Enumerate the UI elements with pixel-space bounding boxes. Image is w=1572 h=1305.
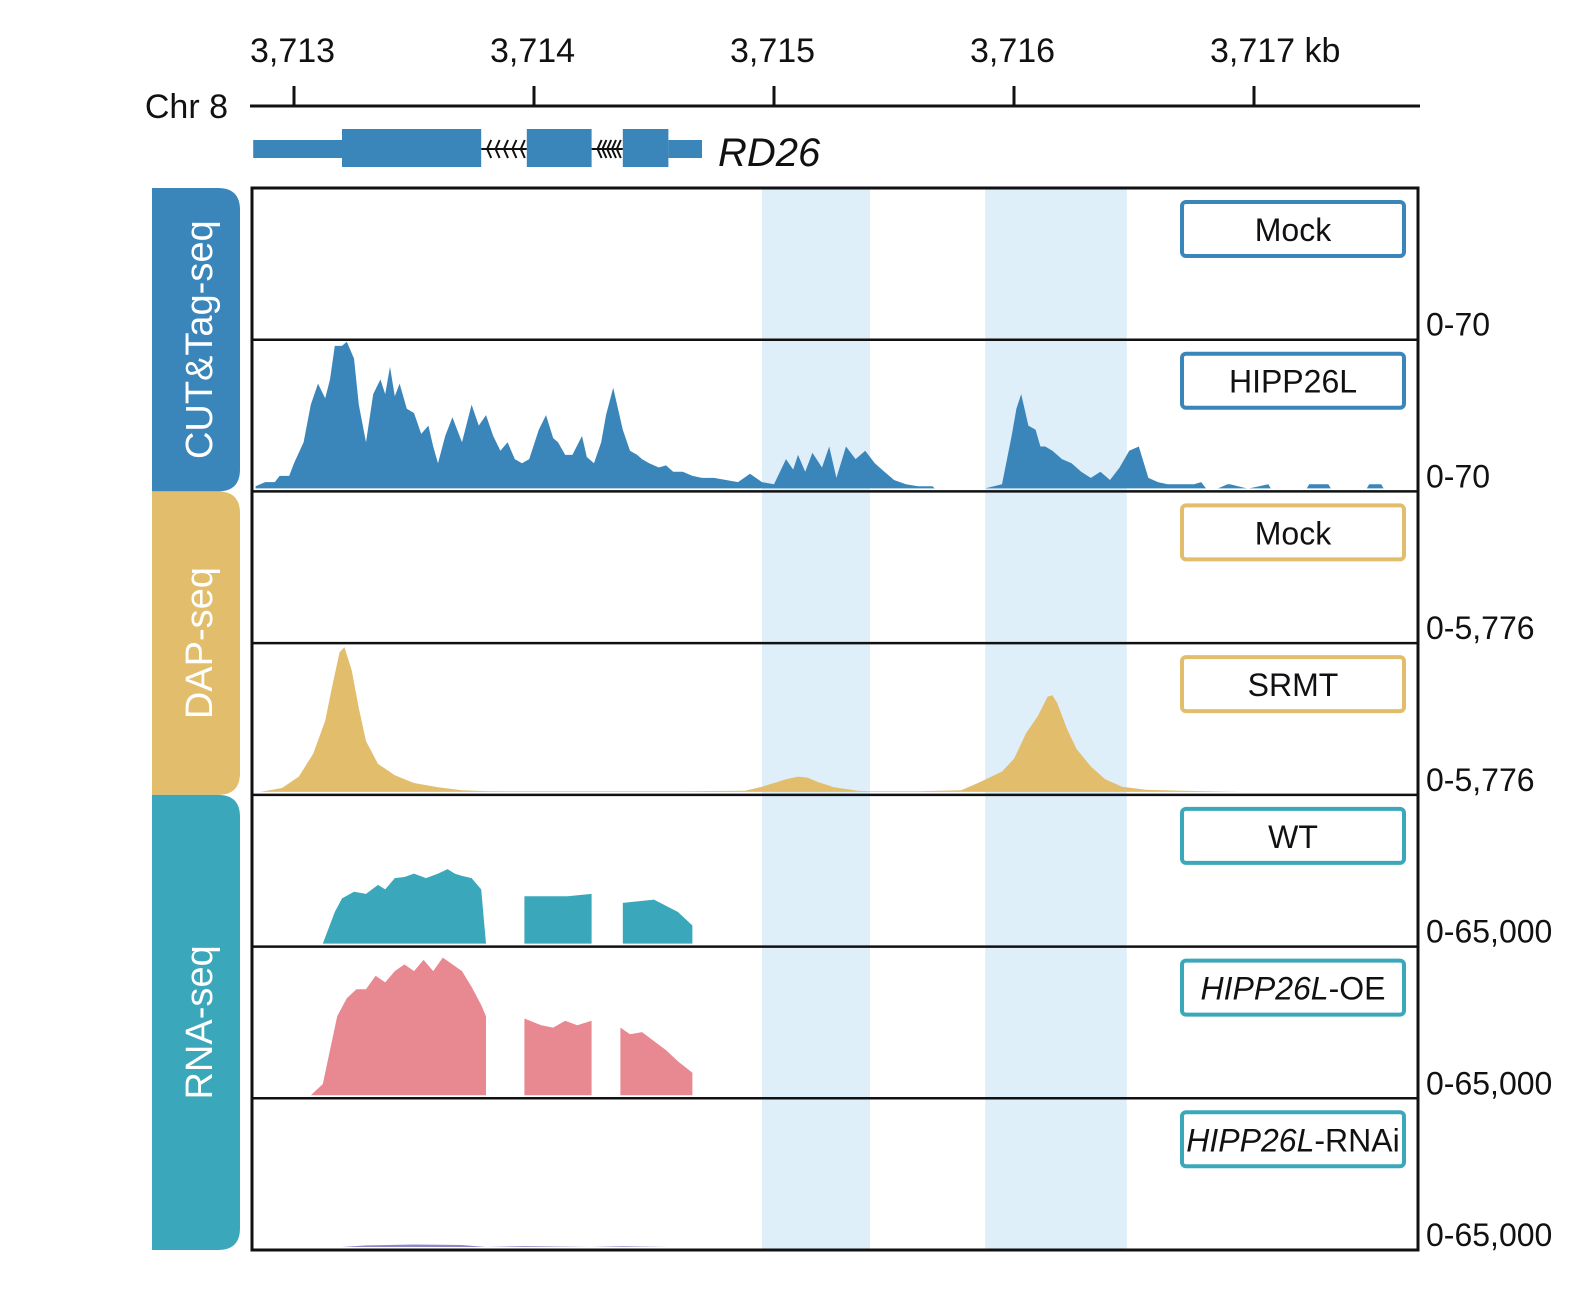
gene-exon — [622, 129, 669, 167]
track-dividers — [252, 338, 1418, 1100]
assay-group-label: CUT&Tag-seq — [179, 220, 221, 459]
strand-arrow — [596, 139, 603, 159]
track-label: HIPP26L — [1229, 364, 1357, 400]
track-range-labels: 0-70 0-70 0-5,776 0-5,776 0-65,000 0-65,000 0-… — [1426, 307, 1552, 1253]
track-range-label: 0-70 — [1426, 458, 1490, 494]
strand-arrow — [502, 139, 509, 159]
signal-area — [260, 647, 1242, 792]
signal-area — [310, 957, 693, 1096]
strand-arrow — [606, 139, 613, 159]
track-label-box — [1180, 1110, 1406, 1169]
track-label: HIPP26L-RNAi — [1186, 1122, 1399, 1158]
gene-utr — [253, 140, 342, 158]
track-label-box — [1180, 503, 1406, 562]
axis-tick-label: 3,714 — [490, 32, 575, 70]
track-label-boxes: Mock HIPP26L Mock SRMT WT HIPP26L-OE HIPP26L-R… — [1180, 200, 1406, 1169]
axis-tick-label: 3,717 kb — [1210, 32, 1340, 70]
signal-area — [342, 1244, 669, 1247]
track-label-box — [1180, 806, 1406, 865]
strand-arrow — [486, 139, 493, 159]
track-label: WT — [1268, 819, 1318, 855]
track-range-label: 0-5,776 — [1426, 610, 1535, 646]
axis-tick-label: 3,715 — [730, 32, 815, 70]
strand-arrow — [494, 139, 501, 159]
track-range-label: 0-5,776 — [1426, 762, 1535, 798]
gene-exon — [342, 129, 482, 167]
assay-group-label: DAP-seq — [179, 567, 221, 719]
signal-area — [322, 869, 693, 944]
highlight-regions — [762, 188, 1127, 1250]
track-range-label: 0-70 — [1426, 307, 1490, 343]
assay-group-tab — [152, 794, 240, 1250]
axis-ticks: 3,713 3,714 3,715 3,716 3,717 kb — [250, 32, 1340, 106]
signal-tracks — [255, 341, 1417, 1247]
track-label: SRMT — [1248, 667, 1339, 703]
track-range-label: 0-65,000 — [1426, 914, 1552, 950]
strand-arrow — [610, 139, 617, 159]
plot-frame — [250, 186, 1420, 1252]
chromosome-label: Chr 8 — [145, 88, 228, 126]
axis-tick-label: 3,713 — [250, 32, 335, 70]
gene-utr — [668, 140, 702, 158]
coordinate-axis: Chr 8 3,713 3,714 3,715 3,716 3,717 kb — [145, 32, 1420, 126]
gene-model — [253, 129, 702, 167]
signal-area — [255, 341, 1417, 489]
track-label: HIPP26L-OE — [1201, 971, 1386, 1007]
axis-tick-label: 3,716 — [970, 32, 1055, 70]
assay-group-label: RNA-seq — [179, 945, 221, 1099]
strand-arrow — [601, 139, 608, 159]
assay-group-tab — [152, 491, 240, 795]
strand-arrow — [519, 139, 526, 159]
assay-group-labels: CUT&Tag-seq DAP-seq RNA-seq — [152, 188, 240, 1250]
strand-arrow — [511, 139, 518, 159]
track-label-box — [1180, 655, 1406, 714]
strand-arrow — [615, 139, 622, 159]
track-label-box — [1180, 958, 1406, 1017]
highlight-region — [762, 188, 870, 1250]
track-range-label: 0-65,000 — [1426, 1217, 1552, 1253]
gene-exon — [526, 129, 592, 167]
assay-group-tab — [152, 188, 240, 492]
track-label: Mock — [1255, 212, 1332, 248]
gene-name-label: RD26 — [718, 131, 821, 175]
track-label-box — [1180, 200, 1406, 258]
track-label-box — [1180, 351, 1406, 410]
track-label: Mock — [1255, 515, 1332, 551]
track-range-label: 0-65,000 — [1426, 1065, 1552, 1101]
